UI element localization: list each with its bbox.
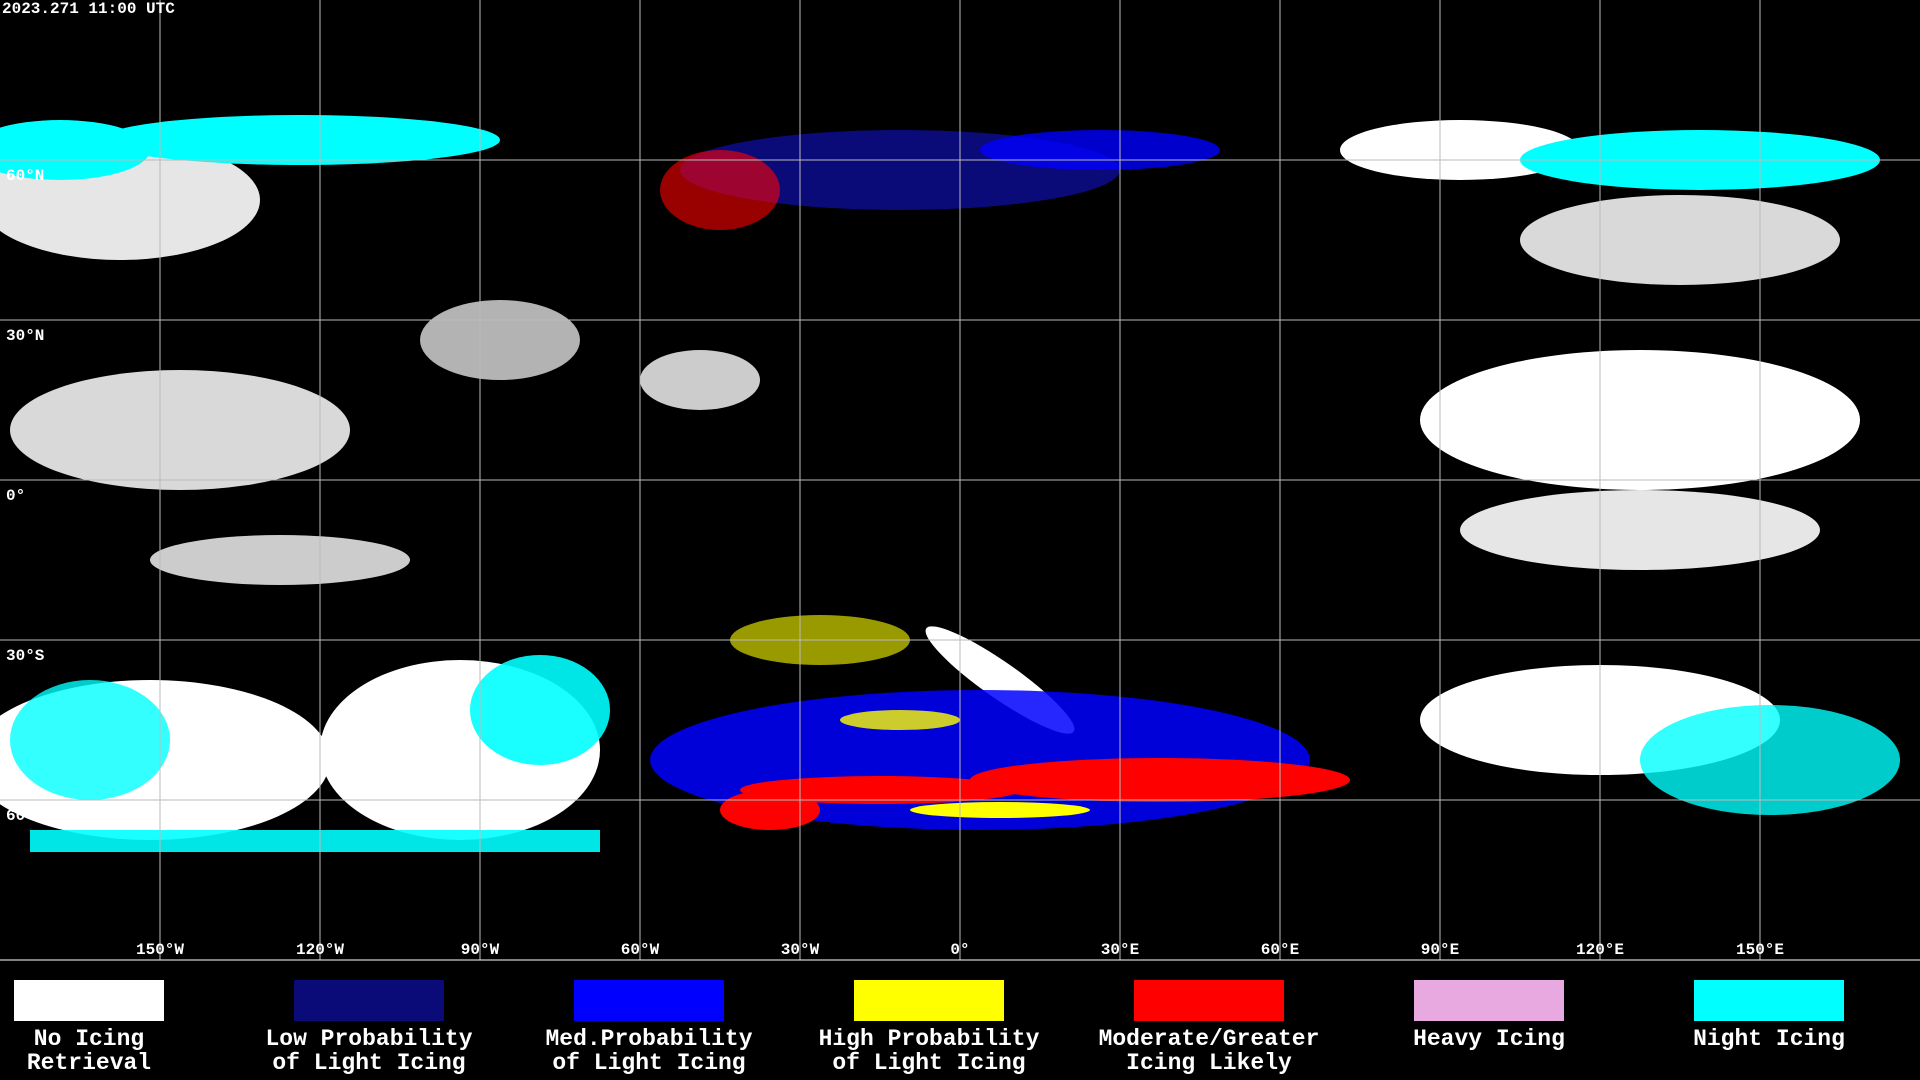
latitude-label: 0° bbox=[6, 487, 25, 505]
legend-swatch bbox=[574, 980, 724, 1021]
longitude-label: 150°W bbox=[136, 941, 184, 959]
legend-label: Icing Likely bbox=[1126, 1050, 1292, 1076]
legend-label: High Probability bbox=[819, 1026, 1040, 1052]
legend-label: Low Probability bbox=[265, 1026, 472, 1052]
legend-label: of Light Icing bbox=[272, 1050, 465, 1076]
graticule bbox=[0, 0, 1920, 961]
legend-label: No Icing bbox=[34, 1026, 144, 1052]
longitude-label: 60°W bbox=[621, 941, 660, 959]
legend-label: Night Icing bbox=[1693, 1026, 1845, 1052]
legend-swatch bbox=[854, 980, 1004, 1021]
longitude-label: 60°E bbox=[1261, 941, 1299, 959]
legend-swatch bbox=[294, 980, 444, 1021]
legend-swatch bbox=[1134, 980, 1284, 1021]
latitude-label: 60°N bbox=[6, 167, 44, 185]
legend-label: of Light Icing bbox=[832, 1050, 1025, 1076]
timestamp: 2023.271 11:00 UTC bbox=[2, 0, 175, 18]
longitude-label: 0° bbox=[950, 941, 969, 959]
longitude-label: 30°E bbox=[1101, 941, 1139, 959]
latitude-label: 30°N bbox=[6, 327, 44, 345]
longitude-label: 90°E bbox=[1421, 941, 1459, 959]
legend-label: Heavy Icing bbox=[1413, 1026, 1565, 1052]
longitude-label: 90°W bbox=[461, 941, 500, 959]
legend-label: of Light Icing bbox=[552, 1050, 745, 1076]
longitude-label: 30°W bbox=[781, 941, 820, 959]
legend-label: Med.Probability bbox=[545, 1026, 752, 1052]
legend-label: Moderate/Greater bbox=[1099, 1026, 1320, 1052]
legend-swatch bbox=[1694, 980, 1844, 1021]
legend-swatch bbox=[1414, 980, 1564, 1021]
legend-label: Retrieval bbox=[27, 1050, 151, 1076]
legend-swatch bbox=[14, 980, 164, 1021]
map-labels: 150°W 120°W 90°W 60°W 30°W 0° 30°E 60°E 90°E 120°… bbox=[6, 167, 1784, 959]
longitude-label: 120°E bbox=[1576, 941, 1624, 959]
latitude-label: 60°S bbox=[6, 807, 45, 825]
longitude-label: 150°E bbox=[1736, 941, 1784, 959]
latitude-label: 30°S bbox=[6, 647, 45, 665]
longitude-label: 120°W bbox=[296, 941, 344, 959]
